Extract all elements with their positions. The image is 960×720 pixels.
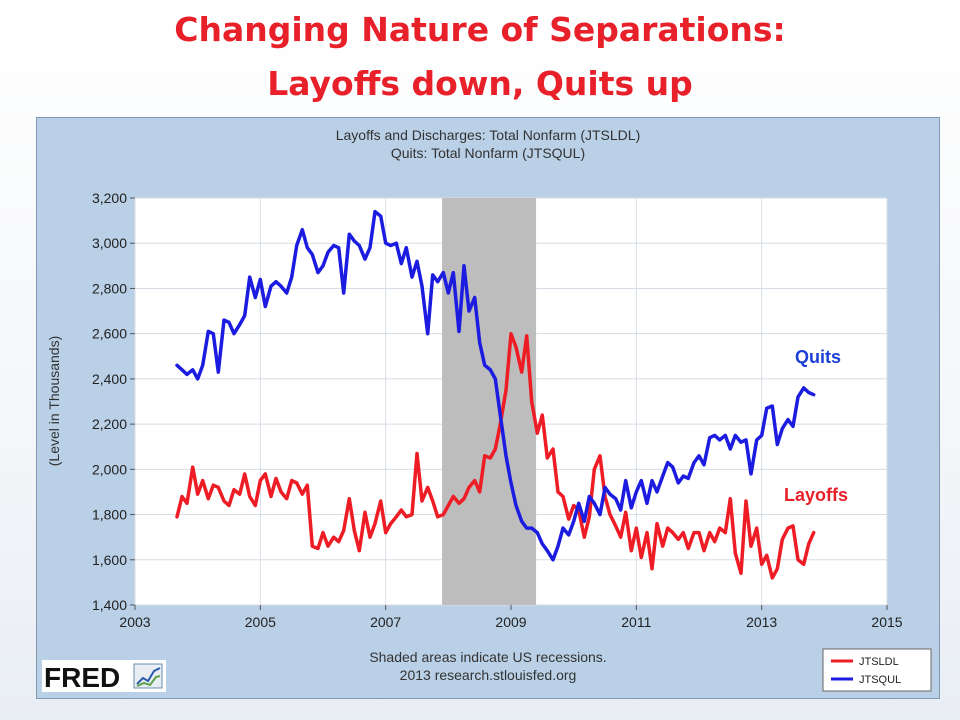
y-tick-label: 2,800: [92, 280, 127, 296]
chart-frame: Layoffs and Discharges: Total Nonfarm (J…: [36, 117, 940, 699]
layoffs-annotation: Layoffs: [784, 485, 849, 505]
chart-title-line1: Layoffs and Discharges: Total Nonfarm (J…: [336, 127, 641, 143]
y-tick-label: 3,200: [92, 190, 127, 206]
quits-annotation: Quits: [795, 347, 842, 367]
y-tick-label: 2,600: [92, 326, 127, 342]
legend-label-quits: JTSQUL: [859, 674, 901, 686]
y-tick-label: 1,600: [92, 552, 127, 568]
slide-title-line1: Changing Nature of Separations:: [174, 10, 786, 49]
legend-label-layoffs: JTSLDL: [859, 656, 899, 668]
x-tick-label: 2009: [495, 614, 526, 630]
series-layer: [175, 209, 816, 580]
x-tick-label: 2005: [245, 614, 276, 630]
series-line-quits: [175, 209, 816, 562]
y-tick-label: 1,400: [92, 597, 127, 613]
y-tick-label: 2,400: [92, 371, 127, 387]
y-axis-label: (Level in Thousands): [46, 336, 62, 466]
x-tick-label: 2007: [370, 614, 401, 630]
y-tick-label: 3,000: [92, 235, 127, 251]
y-tick-label: 2,200: [92, 416, 127, 432]
footnote-line1: Shaded areas indicate US recessions.: [369, 649, 606, 665]
footnote-line2: 2013 research.stlouisfed.org: [400, 667, 577, 683]
recession-band: [442, 198, 537, 605]
series-line-layoffs: [175, 331, 816, 580]
y-tick-label: 1,800: [92, 507, 127, 523]
x-tick-label: 2011: [621, 614, 651, 630]
legend-box: [822, 648, 932, 692]
chart-title-line2: Quits: Total Nonfarm (JTSQUL): [391, 145, 585, 161]
x-tick-label: 2015: [871, 614, 902, 630]
x-tick-label: 2003: [119, 614, 150, 630]
fred-logo-text: FRED: [44, 662, 120, 692]
x-tick-label: 2013: [746, 614, 777, 630]
y-tick-label: 2,000: [92, 461, 127, 477]
chart: Layoffs and Discharges: Total Nonfarm (J…: [46, 127, 932, 692]
legend: JTSLDL JTSQUL: [822, 648, 932, 692]
slide-title-line2: Layoffs down, Quits up: [267, 64, 693, 103]
axis-ticks: 1,400 1,600 1,800 2,000 2,200 2,400 2,600 2,800…: [92, 190, 903, 630]
fred-logo: FRED: [42, 660, 166, 692]
